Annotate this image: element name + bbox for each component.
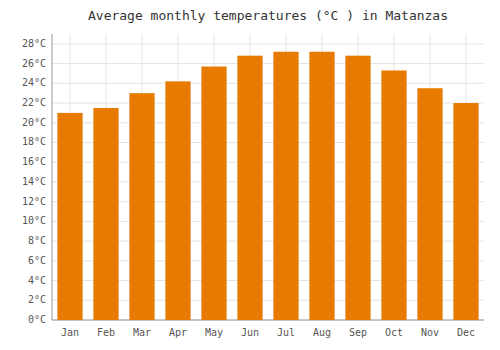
bar xyxy=(309,52,334,320)
x-tick-label: Apr xyxy=(169,327,187,338)
bar xyxy=(381,70,406,320)
x-tick-label: Mar xyxy=(133,327,151,338)
x-tick-label: Oct xyxy=(385,327,403,338)
x-tick-label: Feb xyxy=(97,327,115,338)
y-tick-label: 14°C xyxy=(22,176,46,187)
bar xyxy=(237,56,262,320)
x-tick-label: Sep xyxy=(349,327,367,338)
x-tick-label: Dec xyxy=(457,327,475,338)
y-tick-label: 20°C xyxy=(22,117,46,128)
y-axis-line xyxy=(52,34,53,320)
bar xyxy=(417,88,442,320)
x-tick-label: Aug xyxy=(313,327,331,338)
chart: 0°C 2°C 4°C 6°C 8°C 10°C 12°C 14°C 16°C 18°C 20°C 2… xyxy=(0,0,500,350)
bars xyxy=(57,52,478,320)
y-tick-label: 24°C xyxy=(22,77,46,88)
x-tick-label: May xyxy=(205,327,223,338)
bar xyxy=(201,67,226,320)
x-tick-label: Jan xyxy=(61,327,79,338)
y-tick-label: 10°C xyxy=(22,215,46,226)
y-grid-line xyxy=(52,83,484,84)
y-tick-label: 16°C xyxy=(22,156,46,167)
y-grid-line xyxy=(52,63,484,64)
x-tick-label: Jun xyxy=(241,327,259,338)
grid xyxy=(52,34,484,320)
bar xyxy=(57,113,82,320)
x-tick-label: Jul xyxy=(277,327,295,338)
y-tick-label: 6°C xyxy=(28,255,46,266)
y-tick-label: 8°C xyxy=(28,235,46,246)
y-tick-label: 12°C xyxy=(22,196,46,207)
y-tick-label: 4°C xyxy=(28,275,46,286)
x-tick-label: Nov xyxy=(421,327,439,338)
title: Average monthly temperatures (°C ) in Ma… xyxy=(88,8,448,23)
y-tick-label: 26°C xyxy=(22,58,46,69)
y-grid-line xyxy=(52,43,484,44)
y-tick-label: 22°C xyxy=(22,97,46,108)
y-tick-label: 28°C xyxy=(22,38,46,49)
y-tick-label: 18°C xyxy=(22,136,46,147)
bar xyxy=(165,81,190,320)
axes: 0°C 2°C 4°C 6°C 8°C 10°C 12°C 14°C 16°C 18°C 20°C 2… xyxy=(22,34,484,338)
bar xyxy=(345,56,370,320)
y-tick-label: 2°C xyxy=(28,294,46,305)
chart-root: 0°C 2°C 4°C 6°C 8°C 10°C 12°C 14°C 16°C 18°C 20°C 2… xyxy=(0,0,500,350)
y-tick-label: 0°C xyxy=(28,314,46,325)
bar xyxy=(93,108,118,320)
bar xyxy=(273,52,298,320)
bar xyxy=(129,93,154,320)
bar xyxy=(453,103,478,320)
